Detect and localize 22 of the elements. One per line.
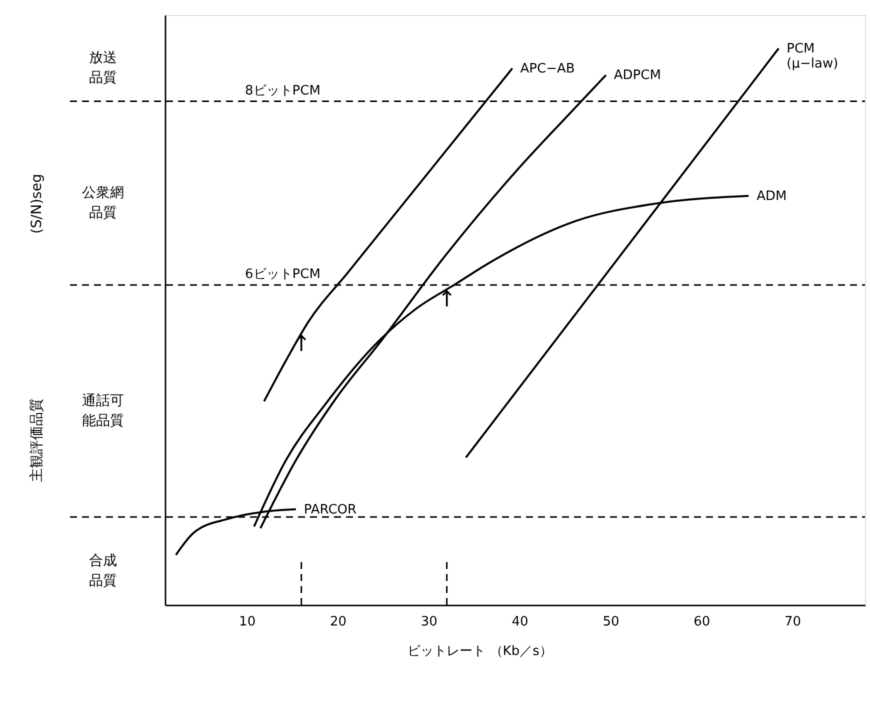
series-label: PCM (μ−law) [786,41,838,72]
x-tick-label: 30 [420,614,438,630]
text: 合成品質 [89,553,117,590]
x-tick-label: 60 [694,614,710,630]
text: 主観評価品質 [29,398,45,482]
x-tick-label: 10 [239,614,256,630]
x-tick-label: 70 [784,614,802,630]
ref-line-label: 8ビットPCM [245,83,320,98]
series-label: PARCOR [304,502,357,518]
text: (S/N)seg [29,174,45,234]
text: 公衆網品質 [82,185,124,222]
series-label: ADM [756,188,787,204]
x-tick-label: 20 [330,614,346,630]
series-label: APC−AB [520,61,575,76]
text: 放送品質 [89,50,117,86]
x-tick-label: 50 [602,614,620,630]
x-axis-title: ビットレート （Kb／s） [408,644,552,659]
ref-line-label: 6ビットPCM [245,266,320,282]
x-tick-label: 40 [512,614,528,630]
annotation: ↑ [438,287,456,312]
series-label: ADPCM [614,68,661,84]
text: 通話可能品質 [82,393,124,430]
